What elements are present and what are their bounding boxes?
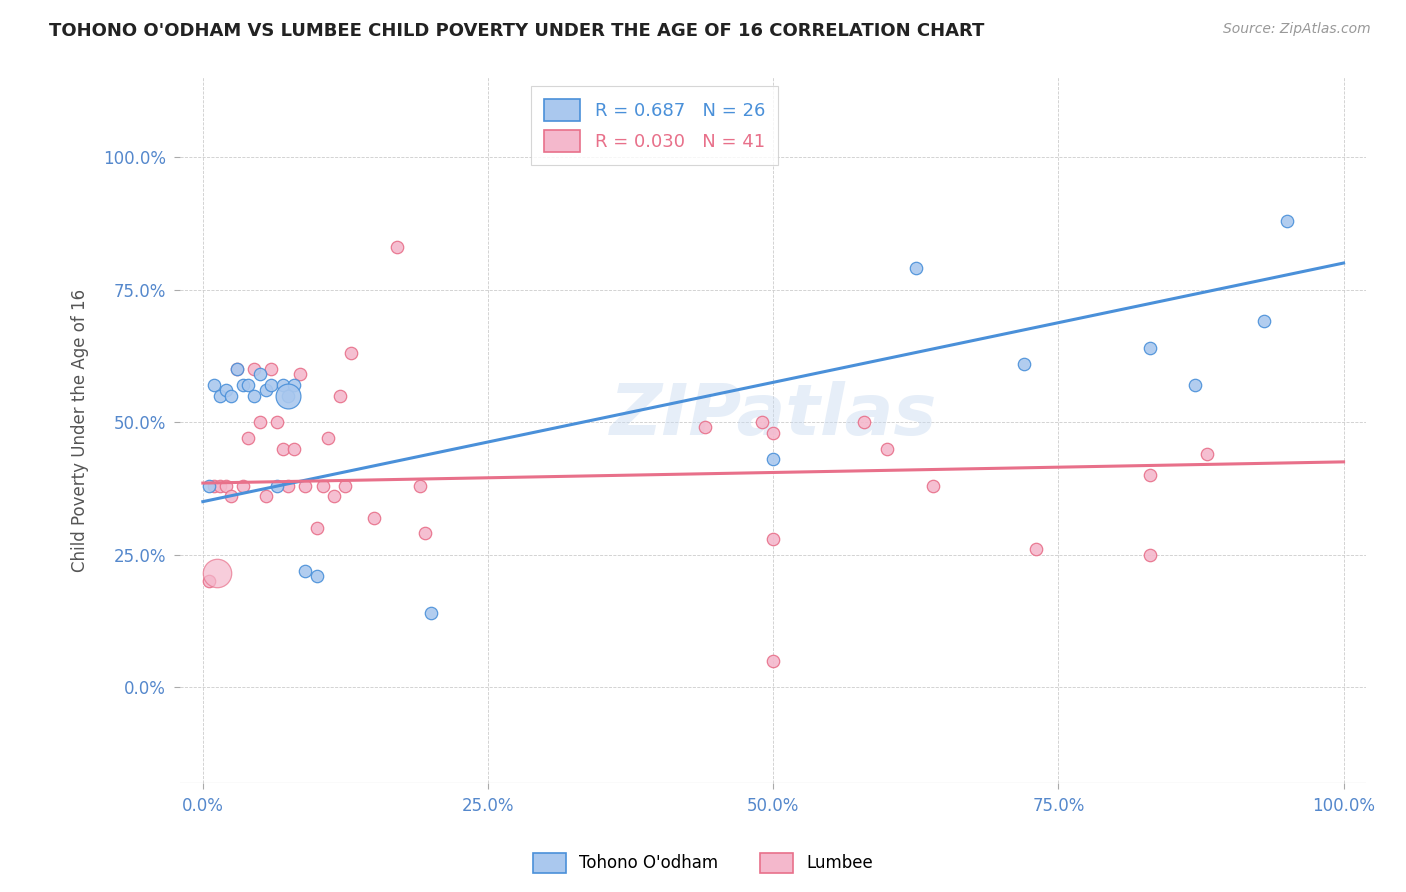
Point xyxy=(1195,447,1218,461)
Legend: Tohono O'odham, Lumbee: Tohono O'odham, Lumbee xyxy=(526,847,880,880)
Point xyxy=(294,479,316,493)
Point xyxy=(420,606,443,620)
Point xyxy=(288,368,311,382)
Point xyxy=(249,415,271,429)
Point xyxy=(226,362,249,376)
Point xyxy=(385,240,408,254)
Point xyxy=(283,442,305,456)
Point xyxy=(243,388,266,402)
Text: ZIPatlas: ZIPatlas xyxy=(610,382,936,450)
Point xyxy=(214,479,236,493)
Point xyxy=(277,479,299,493)
Point xyxy=(232,378,254,392)
Point xyxy=(762,532,785,546)
Point xyxy=(762,654,785,668)
Point xyxy=(243,362,266,376)
Point xyxy=(260,378,283,392)
Point xyxy=(202,479,225,493)
Point xyxy=(329,388,352,402)
Point xyxy=(197,479,219,493)
Point xyxy=(277,388,299,402)
Text: Source: ZipAtlas.com: Source: ZipAtlas.com xyxy=(1223,22,1371,37)
Point xyxy=(205,566,228,581)
Point xyxy=(305,521,328,535)
Point xyxy=(221,388,243,402)
Point xyxy=(226,362,249,376)
Point xyxy=(1025,542,1047,557)
Point xyxy=(271,378,294,392)
Point xyxy=(294,564,316,578)
Point xyxy=(693,420,716,434)
Point xyxy=(335,479,357,493)
Point xyxy=(271,442,294,456)
Point xyxy=(1253,314,1275,328)
Point xyxy=(305,569,328,583)
Point xyxy=(266,479,288,493)
Point xyxy=(876,442,898,456)
Point xyxy=(254,489,277,503)
Y-axis label: Child Poverty Under the Age of 16: Child Poverty Under the Age of 16 xyxy=(72,288,89,572)
Point xyxy=(408,479,430,493)
Point xyxy=(221,489,243,503)
Point xyxy=(853,415,876,429)
Point xyxy=(318,431,340,445)
Point xyxy=(762,425,785,440)
Point xyxy=(311,479,333,493)
Point xyxy=(208,479,231,493)
Point xyxy=(249,368,271,382)
Point xyxy=(1184,378,1206,392)
Point xyxy=(238,431,260,445)
Point xyxy=(197,574,219,589)
Point xyxy=(904,261,927,276)
Point xyxy=(266,415,288,429)
Point xyxy=(323,489,346,503)
Point xyxy=(340,346,363,360)
Point xyxy=(413,526,436,541)
Point xyxy=(762,452,785,467)
Point xyxy=(1139,468,1161,483)
Point xyxy=(922,479,945,493)
Point xyxy=(214,384,236,398)
Point xyxy=(208,388,231,402)
Point xyxy=(238,378,260,392)
Point xyxy=(363,510,385,524)
Point xyxy=(751,415,773,429)
Point xyxy=(254,384,277,398)
Point xyxy=(202,378,225,392)
Point xyxy=(260,362,283,376)
Legend: R = 0.687   N = 26, R = 0.030   N = 41: R = 0.687 N = 26, R = 0.030 N = 41 xyxy=(531,87,778,165)
Point xyxy=(283,378,305,392)
Point xyxy=(1012,357,1035,371)
Point xyxy=(1139,341,1161,355)
Point xyxy=(277,388,299,402)
Point xyxy=(232,479,254,493)
Point xyxy=(1275,213,1298,227)
Text: TOHONO O'ODHAM VS LUMBEE CHILD POVERTY UNDER THE AGE OF 16 CORRELATION CHART: TOHONO O'ODHAM VS LUMBEE CHILD POVERTY U… xyxy=(49,22,984,40)
Point xyxy=(1139,548,1161,562)
